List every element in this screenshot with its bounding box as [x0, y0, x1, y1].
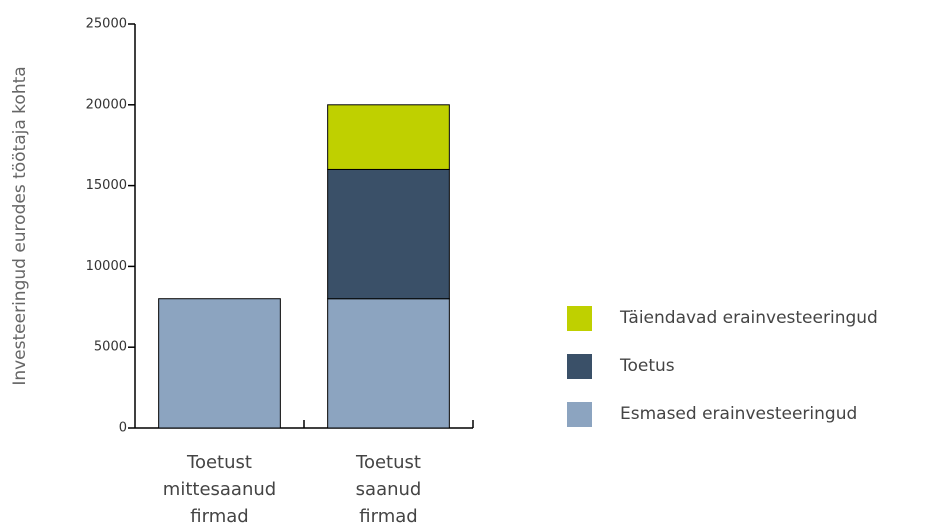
y-tick-label: 20000	[86, 97, 127, 112]
y-tick-label: 0	[119, 421, 127, 436]
y-tick-label: 15000	[86, 178, 127, 193]
bar-segment	[158, 298, 281, 429]
x-tick-label: Toetust mittesaanud firmad	[163, 452, 276, 526]
legend-swatch	[567, 354, 592, 379]
y-axis-label: Investeeringud eurodes töötaja kohta	[10, 66, 30, 385]
bar-segment	[327, 168, 450, 300]
bar-segment	[327, 104, 450, 170]
bar-segment	[327, 298, 450, 429]
legend-label: Täiendavad erainvesteeringud	[619, 308, 878, 328]
y-tick-label: 5000	[94, 340, 127, 355]
legend-label: Toetus	[619, 356, 675, 376]
legend-label: Esmased erainvesteeringud	[620, 404, 857, 424]
y-tick-label: 25000	[86, 17, 127, 32]
legend-swatch	[567, 306, 592, 331]
legend-swatch	[567, 402, 592, 427]
x-tick-label: Toetust saanud firmad	[355, 452, 421, 526]
y-tick-label: 10000	[86, 259, 127, 274]
